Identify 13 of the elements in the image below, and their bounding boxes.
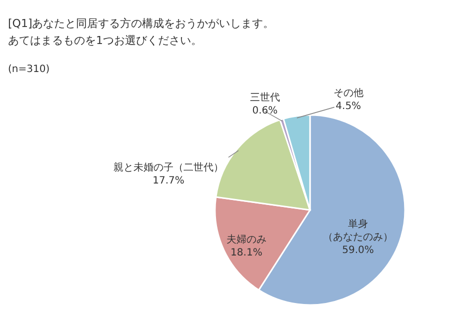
slice-label: その他 [333,87,364,100]
text: (n=310) [8,64,50,76]
slice-label: 親と未婚の子（二世代） [113,161,224,174]
slice-label: 夫婦のみ [226,233,266,246]
data-label: 17.7% [152,175,184,186]
data-label: 59.0% [342,245,374,256]
data-label: 18.1% [230,247,262,258]
slice-label: 単身（あなたのみ） [322,218,393,244]
text: あてはまるものを1つお選びください。 [8,34,202,48]
data-label: 0.6% [252,105,278,116]
slice-label: 三世代 [250,91,280,104]
data-label: 4.5% [336,101,362,112]
text: [Q1]あなたと同居する方の構成をおうかがいします。 [8,17,274,30]
